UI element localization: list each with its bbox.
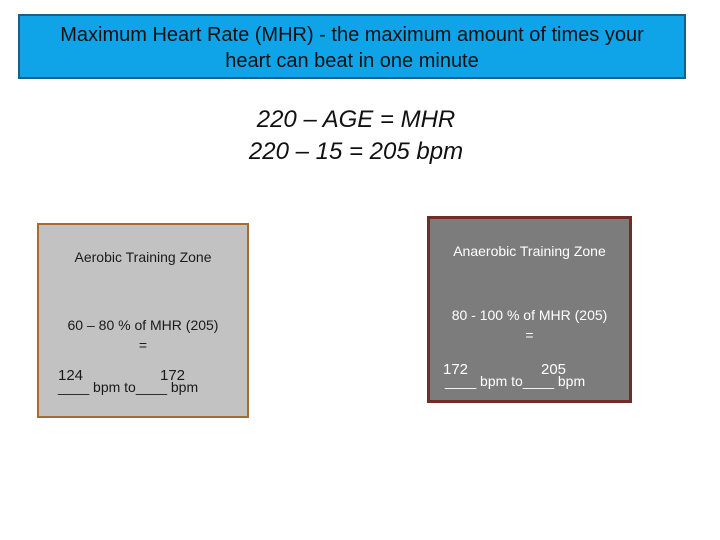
anaerobic-low-value: 172 — [443, 361, 469, 378]
aerobic-bpm-line: 124 172 ____ bpm to____ bpm — [39, 367, 247, 407]
anaerobic-high-value: 205 — [541, 361, 567, 378]
anaerobic-range-equals: = — [525, 327, 534, 343]
anaerobic-zone-title: Anaerobic Training Zone — [453, 243, 606, 259]
aerobic-range-text: 60 – 80 % of MHR (205) — [67, 317, 219, 333]
aerobic-range-equals: = — [138, 337, 148, 353]
title-line-1: Maximum Heart Rate (MHR) - the maximum a… — [60, 24, 644, 46]
anaerobic-bpm-line: 172 205 ____ bpm to____ bpm — [430, 361, 629, 401]
anaerobic-range-text: 80 - 100 % of MHR (205) — [451, 307, 608, 323]
aerobic-zone-title: Aerobic Training Zone — [74, 249, 212, 265]
anaerobic-zone-box: Anaerobic Training Zone 80 - 100 % of MH… — [427, 216, 632, 403]
anaerobic-zone-range: 80 - 100 % of MHR (205) = — [430, 305, 629, 345]
aerobic-low-value: 124 — [58, 367, 84, 384]
aerobic-zone-box: Aerobic Training Zone 60 – 80 % of MHR (… — [37, 223, 249, 418]
aerobic-zone-range: 60 – 80 % of MHR (205) = — [39, 315, 247, 355]
title-line-2: heart can beat in one minute — [225, 50, 479, 72]
mhr-formula: 220 – AGE = MHR 220 – 15 = 205 bpm — [0, 104, 720, 168]
formula-line-2: 220 – 15 = 205 bpm — [248, 138, 464, 165]
aerobic-high-value: 172 — [160, 367, 186, 384]
title-banner: Maximum Heart Rate (MHR) - the maximum a… — [18, 14, 686, 79]
aerobic-bpm-text: ____ bpm to____ bpm — [58, 379, 199, 395]
anaerobic-bpm-text: ____ bpm to____ bpm — [445, 373, 586, 389]
formula-line-1: 220 – AGE = MHR — [256, 106, 456, 133]
